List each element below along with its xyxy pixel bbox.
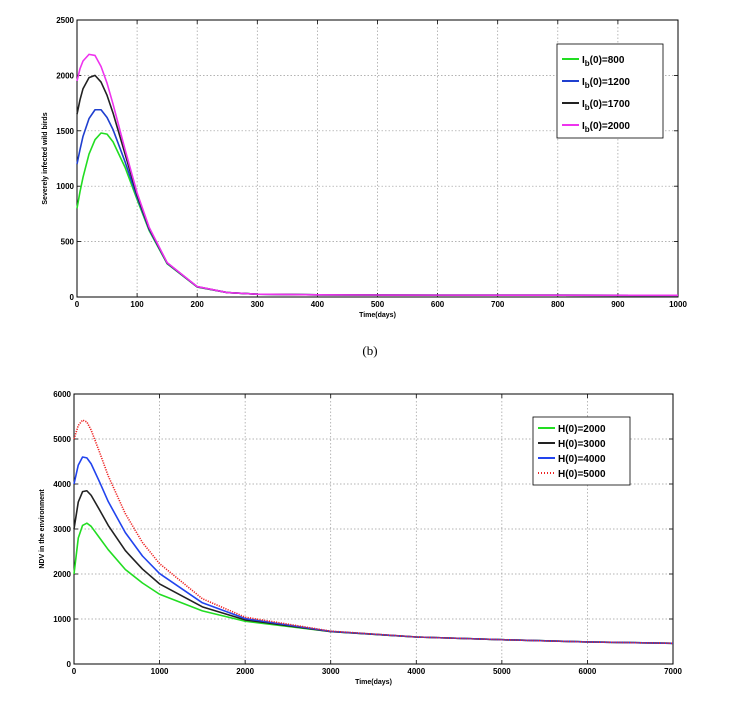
legend-label-rest: (0)=2000 xyxy=(590,121,631,132)
x-tick-label: 4000 xyxy=(407,667,425,676)
legend-label-base: I xyxy=(582,99,585,110)
y-axis-label: NDV in the environment xyxy=(39,489,46,569)
y-tick-label: 4000 xyxy=(53,480,71,489)
y-tick-label: 500 xyxy=(61,238,75,247)
x-tick-label: 7000 xyxy=(664,667,682,676)
y-tick-label: 2500 xyxy=(56,16,74,25)
chart-ndv-environment: 0 1000 2000 3000 4000 5000 6000 7000 0 1000 2000 30… xyxy=(39,390,682,686)
y-tick-label: 3000 xyxy=(53,525,71,534)
legend-label-2: Ib(0)=1200 xyxy=(582,77,630,90)
x-tick-label: 3000 xyxy=(322,667,340,676)
x-tick-label: 900 xyxy=(611,300,625,309)
legend-label-base: I xyxy=(582,77,585,88)
legend-label-3: Ib(0)=1700 xyxy=(582,99,630,112)
y-tick-label: 5000 xyxy=(53,435,71,444)
figure-caption: (b) xyxy=(362,343,377,358)
x-tick-label: 800 xyxy=(551,300,565,309)
legend-label-3: H(0)=4000 xyxy=(558,454,606,465)
legend-label-1: H(0)=2000 xyxy=(558,424,606,435)
legend-label-4: H(0)=5000 xyxy=(558,469,606,480)
y-tick-label: 2000 xyxy=(56,71,74,80)
chart-severely-infected-wild-birds: 0 100 200 300 400 500 600 700 800 900 1000 0 500 1000… xyxy=(42,16,687,319)
x-tick-label: 500 xyxy=(371,300,385,309)
legend-label-base: I xyxy=(582,55,585,66)
x-tick-label: 200 xyxy=(191,300,205,309)
y-tick-label: 2000 xyxy=(53,570,71,579)
y-tick-label: 1000 xyxy=(56,182,74,191)
x-tick-label: 5000 xyxy=(493,667,511,676)
legend-label-base: I xyxy=(582,121,585,132)
legend-label-subscript: b xyxy=(585,81,590,90)
y-tick-label: 0 xyxy=(67,660,72,669)
x-tick-label: 600 xyxy=(431,300,445,309)
legend-label-2: H(0)=3000 xyxy=(558,439,606,450)
y-axis-label: Severely infected wild birds xyxy=(42,112,49,204)
legend-label-1: Ib(0)=800 xyxy=(582,55,625,68)
y-tick-label: 0 xyxy=(70,293,75,302)
x-tick-label: 0 xyxy=(72,667,77,676)
legend-label-rest: (0)=1700 xyxy=(590,99,631,110)
x-tick-label: 700 xyxy=(491,300,505,309)
x-tick-label: 1000 xyxy=(151,667,169,676)
x-axis-label: Time(days) xyxy=(359,312,396,319)
y-tick-label: 1500 xyxy=(56,127,74,136)
series-line-3 xyxy=(73,456,674,645)
x-tick-label: 300 xyxy=(251,300,265,309)
legend-label-subscript: b xyxy=(585,103,590,112)
x-tick-label: 400 xyxy=(311,300,325,309)
series-line-4 xyxy=(76,53,679,297)
legend-label-4: Ib(0)=2000 xyxy=(582,121,630,134)
x-tick-label: 100 xyxy=(130,300,144,309)
x-tick-label: 2000 xyxy=(236,667,254,676)
series-line-4 xyxy=(73,419,674,645)
legend-label-subscript: b xyxy=(585,59,590,68)
legend-label-subscript: b xyxy=(585,125,590,134)
legend-label-rest: (0)=1200 xyxy=(590,77,631,88)
x-tick-label: 0 xyxy=(75,300,80,309)
y-tick-label: 1000 xyxy=(53,615,71,624)
y-tick-label: 6000 xyxy=(53,390,71,399)
legend-label-rest: (0)=800 xyxy=(590,55,625,66)
x-axis-label: Time(days) xyxy=(355,679,392,686)
x-tick-label: 1000 xyxy=(669,300,687,309)
x-tick-label: 6000 xyxy=(579,667,597,676)
